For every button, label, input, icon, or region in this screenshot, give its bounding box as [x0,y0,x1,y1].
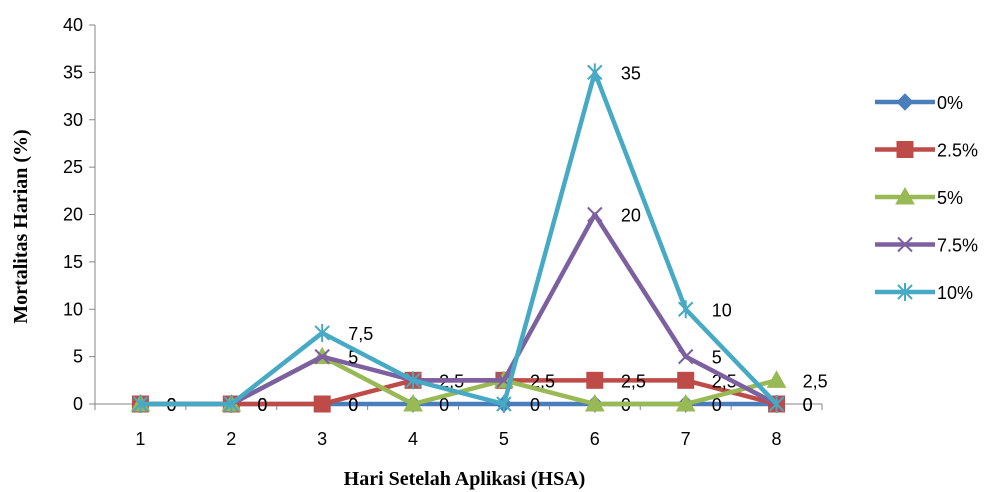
data-label: 7,5 [348,324,373,344]
data-point [405,371,421,390]
data-point [132,395,149,413]
data-label: 10 [712,300,732,320]
legend-label: 10% [937,283,973,303]
data-label: 5 [712,348,722,368]
data-point [766,370,787,388]
series-4: 7,5 35 10 [132,63,785,413]
data-point [586,371,604,389]
x-tick-label: 2 [226,429,236,449]
x-tick-label: 4 [408,429,418,449]
data-label: 2,5 [712,371,737,391]
data-label: 0 [348,395,358,415]
y-tick-label: 10 [63,299,83,319]
legend-entry-1: 2.5% [875,141,978,161]
data-label: 2,5 [803,371,828,391]
data-point [314,323,330,342]
data-point [314,348,330,365]
y-tick-label: 20 [63,205,83,225]
legend-label: 7.5% [937,236,978,256]
data-label: 0 [712,395,722,415]
x-tick-label: 5 [499,429,509,449]
data-label: 0 [439,395,449,415]
legend-entry-3: 7.5% [875,236,978,256]
legend-entry-4: 10% [875,283,973,303]
data-label: 0 [348,395,358,415]
data-label: 20 [621,206,641,226]
data-label: 0 [803,395,813,415]
data-point [223,395,240,413]
x-tick-label: 3 [317,429,327,449]
y-tick-label: 25 [63,157,83,177]
series-line [140,212,778,407]
series-3: 5 20 5 [132,206,785,412]
legend-label: 0% [937,93,963,113]
legend-marker [896,93,914,111]
legend-marker [897,283,913,301]
data-point [677,371,695,389]
data-point [313,395,331,413]
data-point [677,348,694,365]
x-axis-title: Hari Setelah Aplikasi (HSA) [344,468,586,490]
data-point [584,393,605,412]
y-tick-label: 30 [63,110,83,130]
x-tick-label: 6 [590,429,600,449]
legend-marker [897,236,913,253]
data-point [768,395,785,413]
y-tick-label: 40 [63,15,83,35]
data-label: 5 [348,348,358,368]
data-point [403,393,423,412]
x-tick-label: 8 [772,429,782,449]
data-label: 0 [257,395,267,415]
x-tick-label: 7 [681,429,691,449]
plot-area: 0 5 10 15 20 25 30 35 40 1 2 3 4 5 6 7 8 Hari Setelah Apl… [10,15,828,490]
data-label: 0 [530,395,540,415]
data-label: 2,5 [530,371,555,391]
data-label: 2,5 [621,371,646,391]
legend-label: 5% [937,188,963,208]
data-point [677,300,694,319]
legend-label: 2.5% [937,141,978,161]
legend-entry-0: 0% [875,93,963,113]
x-tick-label: 1 [135,429,145,449]
data-label: 0 [803,395,813,415]
y-tick-label: 5 [73,347,83,367]
y-tick-label: 15 [63,252,83,272]
data-point [496,395,512,413]
legend: 0% 2.5% 5% 7.5% 10% [875,93,978,303]
data-label: 35 [621,63,641,83]
legend-marker [895,186,915,205]
y-tick-label: 35 [63,62,83,82]
data-point [587,206,603,223]
y-axis-title: Mortalitas Harian (%) [10,129,32,323]
legend-entry-2: 5% [875,186,963,208]
y-tick-label: 0 [73,394,83,414]
data-point [587,63,603,82]
series-line [140,70,779,407]
legend-marker [896,141,914,158]
data-point [675,393,696,412]
